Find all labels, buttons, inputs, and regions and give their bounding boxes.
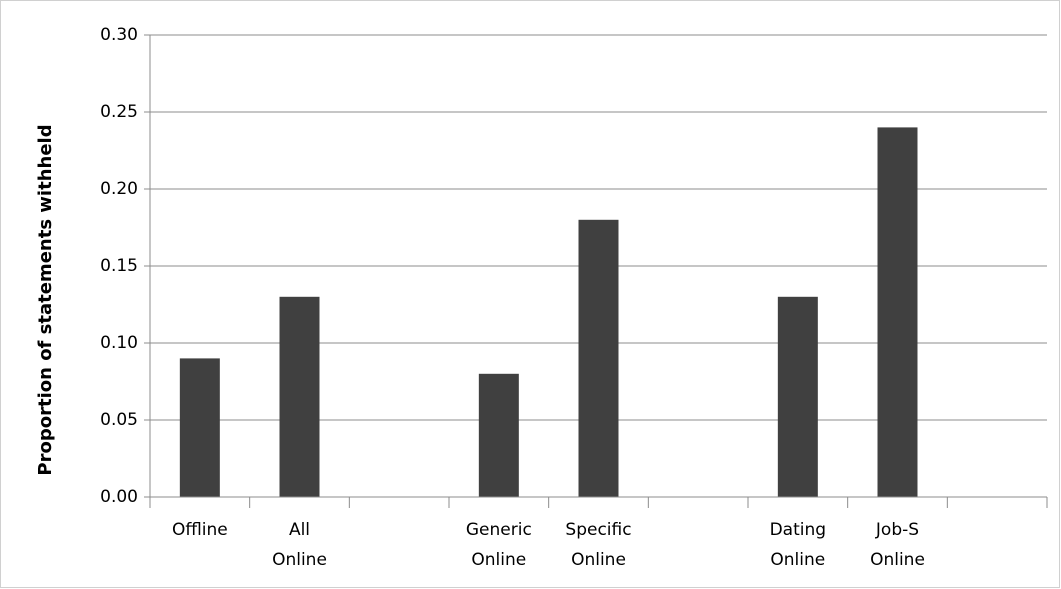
- bar: [478, 373, 519, 497]
- y-tick-label: 0.00: [100, 487, 138, 507]
- x-tick-label: Generic Online: [466, 520, 532, 570]
- bar: [279, 296, 320, 497]
- y-tick-label: 0.05: [100, 410, 138, 430]
- y-tick-label: 0.25: [100, 102, 138, 122]
- y-tick-label: 0.20: [100, 179, 138, 199]
- x-tick-label: Specific Online: [565, 520, 631, 570]
- y-tick-label: 0.15: [100, 256, 138, 276]
- bar: [877, 127, 918, 498]
- x-tick-label: Job-S Online: [870, 520, 925, 570]
- y-tick-label: 0.30: [100, 25, 138, 45]
- y-tick-label: 0.10: [100, 333, 138, 353]
- x-tick-label: All Online: [272, 520, 327, 570]
- y-axis-label: Proportion of statements withheld: [35, 124, 56, 475]
- x-tick-label: Offline: [172, 520, 228, 540]
- bar: [777, 296, 818, 497]
- bar: [578, 219, 619, 498]
- bar: [179, 358, 220, 497]
- x-tick-label: Dating Online: [770, 520, 826, 570]
